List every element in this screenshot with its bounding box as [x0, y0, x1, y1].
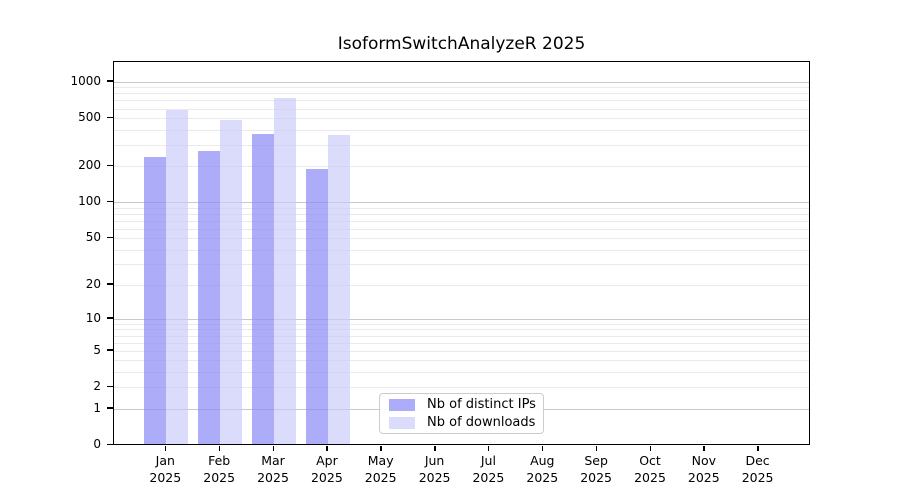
y-tick-label-50: 50	[85, 230, 101, 245]
x-tick-mark-oct	[649, 446, 651, 451]
x-tick-mark-aug	[541, 446, 544, 451]
x-tick-label-may: May 2025	[364, 453, 397, 485]
bar-apr-downloads	[327, 134, 350, 444]
gridline-800	[114, 93, 809, 95]
x-tick-mark-sep	[595, 446, 598, 451]
x-tick-label-nov: Nov 2025	[687, 453, 720, 485]
x-tick-mark-jul	[487, 446, 490, 451]
gridline-70	[114, 220, 809, 222]
x-tick-mark-jun	[434, 446, 436, 451]
gridline-90	[114, 207, 809, 209]
y-tick-mark-500	[107, 116, 113, 118]
x-tick-label-jun: Jun 2025	[418, 453, 451, 485]
legend-label-distinct-ips: Nb of distinct IPs	[427, 397, 536, 412]
x-tick-label-aug: Aug 2025	[526, 453, 559, 485]
y-tick-label-200: 200	[78, 158, 101, 173]
bar-jan-downloads	[166, 110, 189, 444]
gridline-6	[114, 342, 809, 344]
y-tick-mark-5	[107, 349, 113, 351]
y-tick-mark-100	[107, 200, 113, 203]
gridline-8	[114, 329, 809, 331]
x-tick-label-jan: Jan 2025	[149, 453, 182, 485]
y-tick-mark-1000	[107, 80, 113, 82]
x-tick-mark-apr	[326, 446, 328, 451]
x-tick-label-dec: Dec 2025	[741, 453, 774, 485]
gridline-50	[114, 238, 809, 240]
gridline-10	[114, 318, 809, 320]
x-tick-mark-dec	[757, 446, 759, 451]
gridline-500	[114, 118, 809, 119]
gridline-300	[114, 144, 809, 146]
gridline-900	[114, 87, 809, 89]
bar-feb-distinct-ips	[198, 150, 221, 444]
gridline-40	[114, 249, 809, 251]
bar-mar-distinct-ips	[252, 133, 274, 444]
gridline-7	[114, 335, 809, 337]
y-tick-mark-20	[107, 283, 113, 285]
gridline-700	[114, 100, 809, 102]
gridline-600	[114, 108, 809, 110]
gridline-80	[114, 213, 809, 215]
gridline-9	[114, 323, 809, 325]
bar-jan-distinct-ips	[144, 156, 167, 444]
bar-mar-downloads	[274, 97, 296, 444]
x-tick-label-feb: Feb 2025	[203, 453, 236, 485]
y-tick-label-0: 0	[93, 437, 101, 451]
bar-feb-downloads	[220, 120, 243, 444]
x-tick-mark-mar	[272, 446, 274, 451]
x-tick-label-jul: Jul 2025	[472, 453, 505, 485]
y-tick-label-10: 10	[85, 310, 101, 325]
x-tick-mark-may	[380, 446, 382, 451]
y-tick-label-1000: 1000	[70, 73, 101, 88]
y-tick-label-100: 100	[78, 194, 101, 209]
gridline-1000	[114, 81, 809, 83]
y-tick-label-20: 20	[85, 276, 101, 291]
y-tick-label-5: 5	[93, 342, 101, 357]
bar-apr-distinct-ips	[305, 169, 328, 444]
gridline-5	[114, 350, 809, 352]
distinct-ips-swatch-icon	[389, 398, 415, 411]
gridline-20	[114, 284, 809, 286]
gridline-100	[114, 202, 809, 204]
y-tick-mark-1	[107, 407, 113, 409]
gridline-200	[114, 166, 809, 168]
x-tick-label-mar: Mar 2025	[257, 453, 289, 485]
gridline-400	[114, 129, 809, 131]
y-tick-mark-2	[107, 385, 113, 388]
downloads-swatch-icon	[389, 416, 415, 429]
gridline-30	[114, 264, 809, 266]
y-tick-label-1: 1	[93, 400, 101, 415]
legend-item-distinct-ips: Nb of distinct IPs	[389, 397, 536, 412]
x-tick-mark-nov	[703, 446, 705, 451]
y-tick-mark-10	[107, 317, 113, 319]
y-tick-label-2: 2	[93, 379, 101, 394]
gridline-3	[114, 372, 809, 374]
gridline-60	[114, 228, 809, 230]
y-tick-mark-0	[107, 443, 113, 445]
x-tick-label-sep: Sep 2025	[580, 453, 612, 485]
gridline-2	[114, 387, 809, 389]
legend: Nb of distinct IPs Nb of downloads	[379, 393, 544, 434]
x-tick-mark-feb	[218, 446, 221, 451]
y-tick-label-500: 500	[78, 110, 101, 124]
x-tick-label-oct: Oct 2025	[634, 453, 666, 485]
y-tick-mark-200	[107, 164, 113, 167]
y-tick-mark-50	[107, 236, 113, 239]
plot-area	[113, 61, 810, 445]
chart-title: IsoformSwitchAnalyzeR 2025	[337, 34, 586, 54]
legend-label-downloads: Nb of downloads	[427, 415, 536, 430]
x-tick-label-apr: Apr 2025	[310, 453, 343, 485]
gridline-4	[114, 360, 809, 362]
x-tick-mark-jan	[164, 446, 167, 451]
legend-item-downloads: Nb of downloads	[389, 415, 536, 430]
